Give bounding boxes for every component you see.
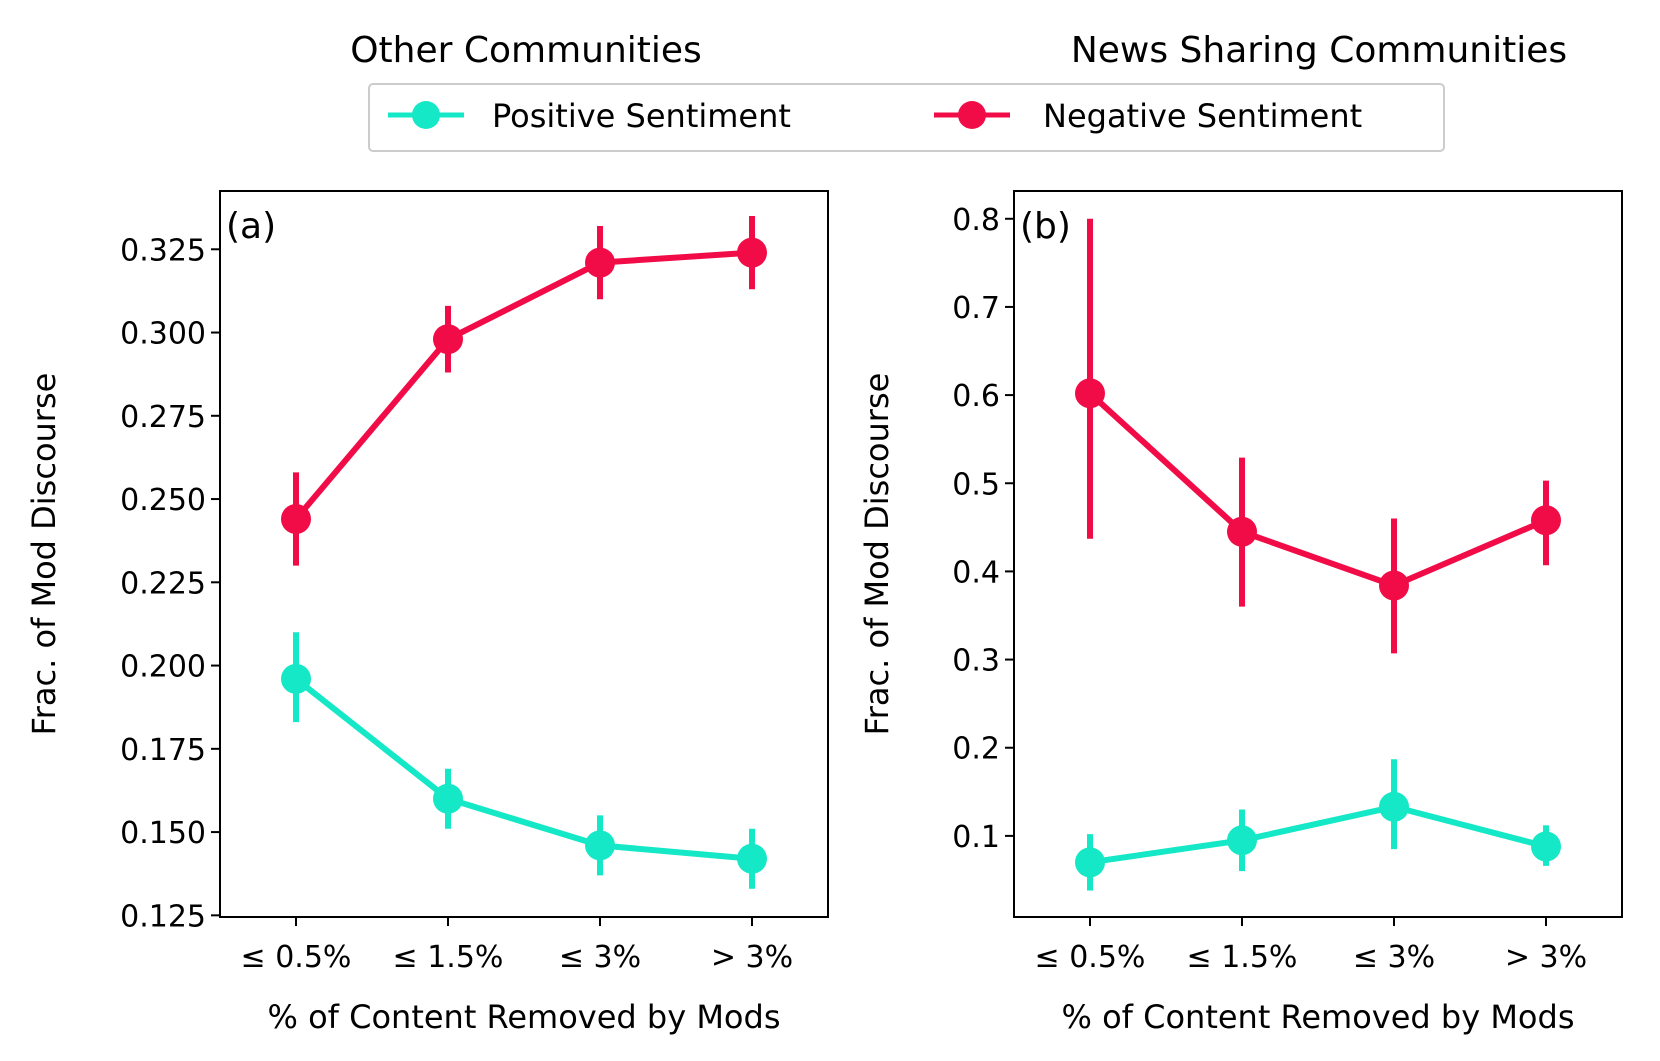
data-point-positive-sentiment [281, 663, 311, 694]
series-line-positive-sentiment [294, 676, 753, 862]
panel-label-b: (b) [1020, 206, 1071, 247]
data-point-positive-sentiment [1227, 825, 1257, 856]
y-tick-label: 0.300 [120, 317, 206, 352]
x-tick-label: ≤ 0.5% [1035, 940, 1146, 975]
legend-swatch-positive-marker [412, 101, 440, 129]
data-point-negative-sentiment [1379, 570, 1409, 601]
legend: Positive Sentiment Negative Sentiment [368, 83, 1445, 152]
data-point-negative-sentiment [1075, 378, 1105, 409]
plot-frame-b [1013, 190, 1623, 918]
legend-label-positive: Positive Sentiment [492, 97, 791, 135]
y-tick-label: 0.8 [952, 203, 1000, 238]
y-tick-label: 0.4 [952, 555, 1000, 590]
data-point-negative-sentiment [1531, 505, 1561, 536]
data-point-positive-sentiment [1379, 791, 1409, 822]
x-axis-a: ≤ 0.5% ≤ 1.5% ≤ 3% > 3% [241, 917, 793, 975]
data-point-negative-sentiment [737, 237, 767, 268]
plot-frame-a [219, 190, 829, 918]
legend-frame [368, 83, 1445, 152]
y-tick-label: 0.7 [952, 291, 1000, 326]
panel-b: 0.1 0.2 0.3 0.4 0.5 0.6 0.7 0.8 ≤ 0.5% ≤ 1.5% ≤ 3… [858, 190, 1623, 1036]
y-tick-label: 0.275 [120, 400, 206, 435]
y-tick-label: 0.3 [952, 644, 1000, 679]
y-tick-label: 0.325 [120, 233, 206, 268]
y-axis-a: 0.125 0.150 0.175 0.200 0.225 0.250 0.275 0.300… [120, 233, 220, 934]
data-point-positive-sentiment [737, 843, 767, 874]
data-point-positive-sentiment [1075, 847, 1105, 878]
panel-label-a: (a) [226, 206, 276, 247]
y-tick-label: 0.5 [952, 467, 1000, 502]
series-line-positive-sentiment [1089, 803, 1547, 866]
x-axis-label-b: % of Content Removed by Mods [1062, 998, 1575, 1036]
y-tick-label: 0.225 [120, 566, 206, 601]
y-tick-label: 0.150 [120, 816, 206, 851]
data-point-negative-sentiment [585, 247, 615, 278]
x-tick-label: > 3% [711, 940, 793, 975]
data-point-negative-sentiment [1227, 516, 1257, 547]
chart-title-b: News Sharing Communities [1071, 30, 1567, 71]
data-point-negative-sentiment [281, 504, 311, 535]
series-line-negative-sentiment [1087, 391, 1548, 589]
data-point-negative-sentiment [433, 324, 463, 355]
x-axis-b: ≤ 0.5% ≤ 1.5% ≤ 3% > 3% [1035, 917, 1587, 975]
x-tick-label: > 3% [1505, 940, 1587, 975]
x-tick-label: ≤ 3% [559, 940, 641, 975]
series-line-negative-sentiment [293, 249, 753, 521]
y-tick-label: 0.6 [952, 379, 1000, 414]
y-tick-label: 0.2 [952, 732, 1000, 767]
panel-a: 0.125 0.150 0.175 0.200 0.225 0.250 0.275 0.300… [25, 190, 829, 1036]
data-point-positive-sentiment [585, 830, 615, 861]
y-axis-b: 0.1 0.2 0.3 0.4 0.5 0.6 0.7 0.8 [952, 203, 1014, 855]
x-tick-label: ≤ 1.5% [1187, 940, 1298, 975]
data-point-positive-sentiment [433, 783, 463, 814]
y-tick-label: 0.1 [952, 820, 1000, 855]
y-tick-label: 0.250 [120, 483, 206, 518]
x-tick-label: ≤ 0.5% [241, 940, 352, 975]
legend-swatch-negative-marker [958, 101, 986, 129]
series-group-a [281, 215, 767, 889]
y-tick-label: 0.125 [120, 899, 206, 934]
y-axis-label-a: Frac. of Mod Discourse [25, 373, 63, 736]
y-axis-label-b: Frac. of Mod Discourse [858, 373, 896, 736]
chart-title-a: Other Communities [350, 30, 702, 71]
x-axis-label-a: % of Content Removed by Mods [268, 998, 781, 1036]
data-point-positive-sentiment [1531, 831, 1561, 862]
y-tick-label: 0.175 [120, 733, 206, 768]
series-group-b [1075, 218, 1561, 891]
x-tick-label: ≤ 1.5% [393, 940, 504, 975]
y-tick-label: 0.200 [120, 650, 206, 685]
legend-label-negative: Negative Sentiment [1043, 97, 1362, 135]
x-tick-label: ≤ 3% [1353, 940, 1435, 975]
